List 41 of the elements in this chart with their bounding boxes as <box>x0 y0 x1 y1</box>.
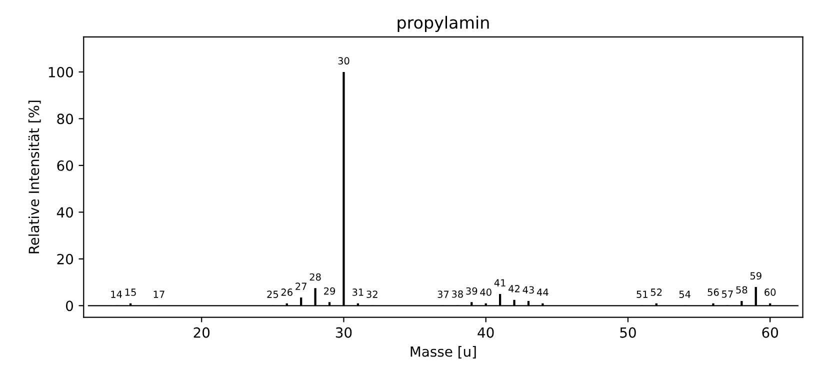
annotation: 15 <box>125 288 136 296</box>
annotation: 39 <box>466 287 478 295</box>
x-tick-label: 60 <box>762 327 778 338</box>
x-axis-title: Masse [u] <box>410 346 476 358</box>
annotation: 28 <box>310 273 321 281</box>
annotation: 60 <box>764 288 776 296</box>
y-tick-label: 0 <box>66 300 73 312</box>
x-tick-label: 30 <box>336 327 352 338</box>
y-tick-label: 80 <box>57 114 73 124</box>
annotation: 17 <box>154 290 164 298</box>
annotation: 30 <box>338 57 350 65</box>
annotation: 51 <box>636 290 648 298</box>
annotation: 31 <box>352 288 364 296</box>
annotation: 58 <box>736 286 748 294</box>
annotation: 54 <box>679 290 690 298</box>
annotation: 44 <box>536 288 548 296</box>
x-tick-label: 20 <box>194 327 210 338</box>
annotation: 59 <box>750 272 762 280</box>
annotation: 14 <box>111 290 122 298</box>
annotation: 25 <box>267 290 278 298</box>
chart-title: propylamin <box>398 16 489 32</box>
annotation: 52 <box>650 288 662 296</box>
y-tick-label: 100 <box>48 66 73 78</box>
annotation: 42 <box>508 285 520 292</box>
annotation: 38 <box>452 290 463 298</box>
y-tick-label: 60 <box>57 160 73 171</box>
annotation: 27 <box>296 282 306 290</box>
y-axis-title: Relative Intensität [%] <box>28 100 41 254</box>
annotation: 56 <box>708 288 719 296</box>
y-tick-label: 20 <box>57 254 73 264</box>
annotation: 41 <box>494 279 506 286</box>
annotation: 37 <box>438 290 449 298</box>
annotation: 40 <box>480 288 492 296</box>
annotation: 57 <box>722 290 733 298</box>
annotation: 32 <box>366 290 378 298</box>
x-tick-label: 40 <box>478 327 494 338</box>
annotation: 29 <box>324 287 336 295</box>
y-tick-label: 40 <box>56 207 73 218</box>
x-tick-label: 50 <box>620 327 636 338</box>
annotation: 26 <box>281 288 292 296</box>
annotation: 43 <box>522 286 534 294</box>
